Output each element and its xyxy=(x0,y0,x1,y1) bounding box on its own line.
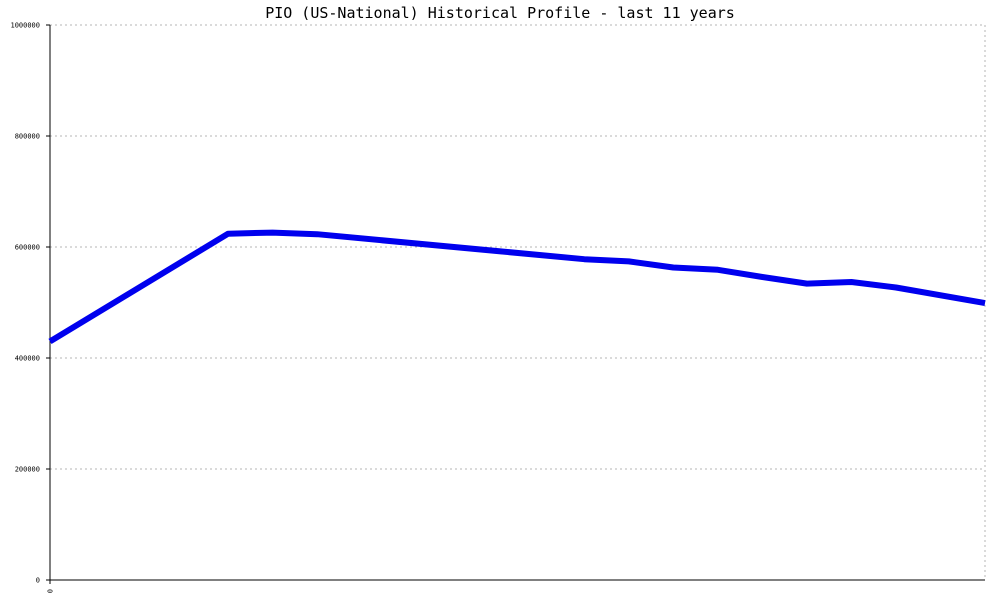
y-tick-label: 0 xyxy=(36,577,40,585)
y-tick-label: 200000 xyxy=(15,466,40,474)
y-tick-labels: 0 200000 400000 600000 800000 1000000 xyxy=(10,22,40,585)
y-tick-label: 1000000 xyxy=(10,22,40,30)
series-line xyxy=(48,229,986,344)
axes xyxy=(46,24,985,584)
chart-title: PIO (US-National) Historical Profile - l… xyxy=(265,4,735,22)
gridlines xyxy=(50,24,986,580)
series-layer xyxy=(48,229,986,344)
x-tick-label: 0 xyxy=(47,589,55,593)
x-tick-labels: 0 xyxy=(47,589,55,593)
y-tick-label: 600000 xyxy=(15,244,40,252)
y-tick-label: 400000 xyxy=(15,355,40,363)
y-tick-label: 800000 xyxy=(15,133,40,141)
